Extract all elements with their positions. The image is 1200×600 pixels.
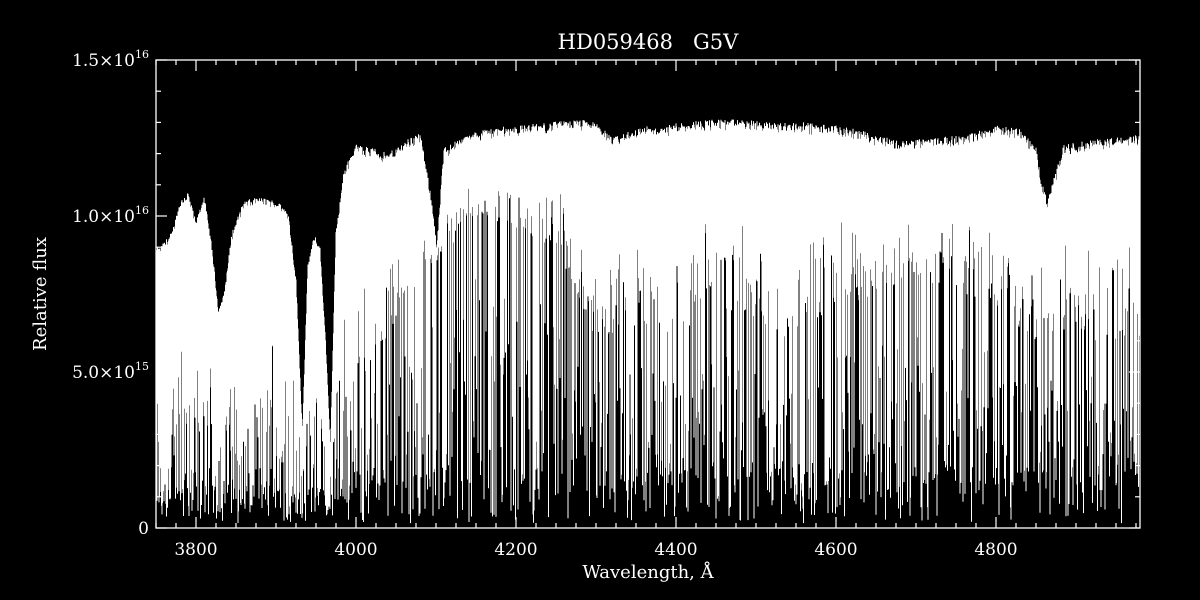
y-tick-label: 5.0×1015 — [72, 360, 149, 383]
tick-labels: 3800 4000 4200 4400 4600 4800 0 5.0×1015 1.0×101… — [72, 48, 1018, 560]
spectrum-line — [156, 119, 1140, 524]
y-tick-exponent: 16 — [135, 48, 149, 61]
x-tick-label: 4000 — [334, 540, 377, 560]
axis-ticks — [155, 59, 1140, 529]
y-tick-label: 0 — [138, 519, 149, 539]
y-tick-label: 1.0×1016 — [72, 204, 149, 227]
y-axis-label: Relative flux — [30, 237, 51, 351]
x-tick-label: 4800 — [974, 540, 1017, 560]
y-tick-label: 1.5×1016 — [72, 48, 149, 71]
x-tick-label: 3800 — [174, 540, 217, 560]
x-tick-label: 4400 — [654, 540, 697, 560]
chart-title: HD059468 G5V — [558, 30, 739, 54]
x-tick-label: 4600 — [814, 540, 857, 560]
y-tick-exponent: 15 — [135, 360, 149, 373]
plot-frame — [155, 59, 1141, 529]
y-tick-exponent: 16 — [135, 204, 149, 217]
x-tick-label: 4200 — [494, 540, 537, 560]
spectrum-series — [156, 119, 1140, 524]
x-axis-label: Wavelength, Å — [582, 561, 714, 583]
